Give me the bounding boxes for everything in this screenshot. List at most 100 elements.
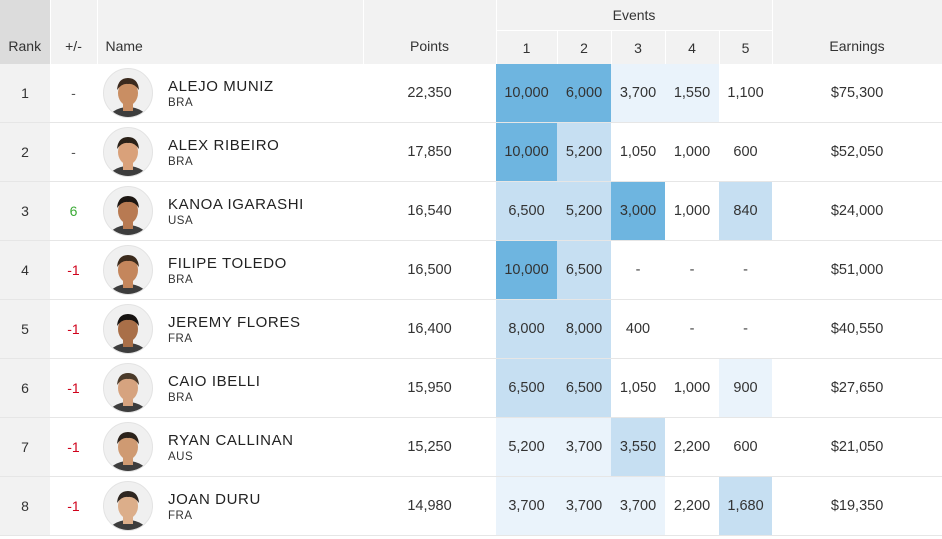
rank-change-cell: -	[50, 122, 97, 182]
surfer[interactable]: KANOA IGARASHI USA	[103, 186, 363, 236]
event-3-header[interactable]: 3	[611, 30, 666, 64]
surfer[interactable]: JEREMY FLORES FRA	[103, 304, 363, 354]
surfer-portrait-icon	[108, 196, 148, 235]
table-row[interactable]: 7 -1 RYAN CALLINAN AUS 15,250 5,200 3,700 3,…	[0, 417, 942, 477]
rank-header[interactable]: Rank	[0, 0, 51, 64]
event-5-result-cell: -	[719, 299, 773, 359]
surfer-cell[interactable]: JEREMY FLORES FRA	[97, 299, 363, 359]
surfer-name[interactable]: RYAN CALLINAN	[168, 431, 294, 449]
surfer-text: KANOA IGARASHI USA	[168, 196, 304, 227]
table-row[interactable]: 4 -1 FILIPE TOLEDO BRA 16,500 10,000 6,500-…	[0, 240, 942, 300]
surfer-cell[interactable]: JOAN DURU FRA	[97, 476, 363, 536]
surfer[interactable]: ALEX RIBEIRO BRA	[103, 127, 363, 177]
surfer-country: AUS	[168, 450, 194, 463]
surfer-text: JOAN DURU FRA	[168, 491, 261, 522]
surfer-cell[interactable]: ALEJO MUNIZ BRA	[97, 64, 363, 123]
rank-cell: 1	[0, 64, 50, 123]
event-1-result-cell: 6,500	[496, 358, 557, 418]
surfer-portrait-icon	[108, 314, 148, 353]
surfer-name[interactable]: FILIPE TOLEDO	[168, 254, 287, 272]
event-4-result-cell: 2,200	[665, 417, 719, 477]
event-5-result-cell: 600	[719, 417, 773, 477]
surfer-cell[interactable]: FILIPE TOLEDO BRA	[97, 240, 363, 300]
event-2-result-cell: 3,700	[557, 417, 611, 477]
event-4-result-cell: -	[665, 240, 719, 300]
event-2-result-cell: 5,200	[557, 181, 611, 241]
surfer-name[interactable]: JEREMY FLORES	[168, 313, 301, 331]
earnings-cell: $21,050	[772, 417, 942, 477]
rank-cell: 2	[0, 122, 50, 182]
surfer-cell[interactable]: KANOA IGARASHI USA	[97, 181, 363, 241]
surfer-name[interactable]: KANOA IGARASHI	[168, 195, 304, 213]
surfer[interactable]: ALEJO MUNIZ BRA	[103, 68, 363, 118]
name-header[interactable]: Name	[97, 0, 364, 64]
surfer-name[interactable]: ALEJO MUNIZ	[168, 77, 274, 95]
change-header[interactable]: +/-	[50, 0, 98, 64]
event-5-result-cell: 1,680	[719, 476, 773, 536]
rank-change-cell: -1	[50, 358, 97, 418]
event-5-result-cell: 600	[719, 122, 773, 182]
surfer[interactable]: RYAN CALLINAN AUS	[103, 422, 363, 472]
table-row[interactable]: 1- ALEJO MUNIZ BRA 22,350 10,000 6,000 3,70…	[0, 64, 942, 123]
surfer[interactable]: CAIO IBELLI BRA	[103, 363, 363, 413]
points-cell: 17,850	[363, 122, 496, 182]
points-cell: 22,350	[363, 64, 496, 123]
surfer-country: USA	[168, 214, 194, 227]
event-1-header[interactable]: 1	[496, 30, 558, 64]
earnings-header[interactable]: Earnings	[772, 0, 942, 64]
surfer-cell[interactable]: ALEX RIBEIRO BRA	[97, 122, 363, 182]
rank-cell: 4	[0, 240, 50, 300]
surfer[interactable]: FILIPE TOLEDO BRA	[103, 245, 363, 295]
surfer-name[interactable]: JOAN DURU	[168, 490, 261, 508]
surfer-text: ALEJO MUNIZ BRA	[168, 78, 274, 109]
points-header[interactable]: Points	[363, 0, 497, 64]
surfer-portrait-icon	[108, 373, 148, 412]
points-cell: 15,250	[363, 417, 496, 477]
table-row[interactable]: 2- ALEX RIBEIRO BRA 17,850 10,000 5,200 1,0…	[0, 122, 942, 182]
table-row[interactable]: 8 -1 JOAN DURU FRA 14,980 3,700 3,700 3,700 2…	[0, 476, 942, 536]
event-1-result-cell: 10,000	[496, 240, 557, 300]
event-2-result-cell: 6,500	[557, 358, 611, 418]
events-header: Events	[496, 0, 773, 31]
table-row[interactable]: 5 -1 JEREMY FLORES FRA 16,400 8,000 8,000 40…	[0, 299, 942, 359]
event-2-result-cell: 8,000	[557, 299, 611, 359]
surfer-country: FRA	[168, 332, 193, 345]
avatar	[103, 245, 153, 295]
rank-cell: 5	[0, 299, 50, 359]
avatar	[103, 127, 153, 177]
points-cell: 16,500	[363, 240, 496, 300]
avatar	[103, 68, 153, 118]
rank-cell: 3	[0, 181, 50, 241]
surfer-country: FRA	[168, 509, 193, 522]
surfer-cell[interactable]: CAIO IBELLI BRA	[97, 358, 363, 418]
event-2-header[interactable]: 2	[557, 30, 612, 64]
surfer-portrait-icon	[108, 491, 148, 530]
surfer-name[interactable]: ALEX RIBEIRO	[168, 136, 280, 154]
earnings-cell: $27,650	[772, 358, 942, 418]
event-3-result-cell: -	[611, 240, 665, 300]
surfer[interactable]: JOAN DURU FRA	[103, 481, 363, 531]
points-cell: 16,400	[363, 299, 496, 359]
rank-change-cell: -1	[50, 476, 97, 536]
earnings-cell: $24,000	[772, 181, 942, 241]
event-3-result-cell: 400	[611, 299, 665, 359]
avatar	[103, 186, 153, 236]
event-2-result-cell: 3,700	[557, 476, 611, 536]
surfer-name[interactable]: CAIO IBELLI	[168, 372, 261, 390]
event-3-result-cell: 3,700	[611, 476, 665, 536]
event-4-result-cell: 1,550	[665, 64, 719, 123]
earnings-cell: $75,300	[772, 64, 942, 123]
event-2-result-cell: 5,200	[557, 122, 611, 182]
avatar	[103, 481, 153, 531]
event-3-result-cell: 3,700	[611, 64, 665, 123]
event-4-header[interactable]: 4	[665, 30, 720, 64]
event-2-result-cell: 6,000	[557, 64, 611, 123]
table-row[interactable]: 6 -1 CAIO IBELLI BRA 15,950 6,500 6,500 1,05…	[0, 358, 942, 418]
event-5-header[interactable]: 5	[719, 30, 773, 64]
surfer-cell[interactable]: RYAN CALLINAN AUS	[97, 417, 363, 477]
event-1-result-cell: 10,000	[496, 64, 557, 123]
event-4-result-cell: 1,000	[665, 181, 719, 241]
event-1-result-cell: 8,000	[496, 299, 557, 359]
